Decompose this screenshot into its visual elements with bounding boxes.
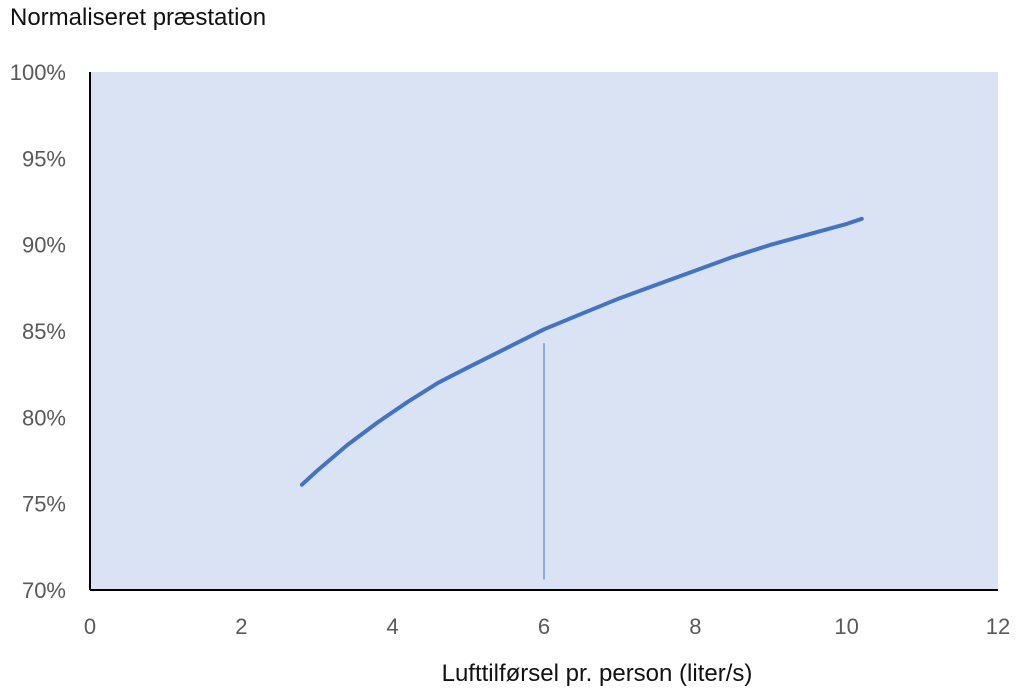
x-tick-label: 10 [834,614,858,639]
y-tick-label: 90% [22,233,66,258]
x-tick-label: 2 [235,614,247,639]
x-tick-label: 8 [689,614,701,639]
y-axis-label: Normaliseret præstation [10,4,267,31]
x-tick-label: 4 [387,614,399,639]
x-axis-label: Lufttilførsel pr. person (liter/s) [441,660,753,687]
y-tick-label: 75% [22,492,66,517]
y-tick-label: 85% [22,319,66,344]
y-tick-label: 95% [22,146,66,171]
x-tick-labels: 0 2 4 6 8 10 12 [84,614,1010,639]
x-tick-label: 12 [986,614,1010,639]
x-tick-label: 6 [538,614,550,639]
series-line [299,216,864,487]
y-tick-label: 80% [22,405,66,430]
y-tick-labels: 70% 75% 80% 85% 90% 95% 100% [10,60,66,603]
y-tick-label: 100% [10,60,66,85]
y-tick-label: 70% [22,578,66,603]
x-tick-label: 0 [84,614,96,639]
